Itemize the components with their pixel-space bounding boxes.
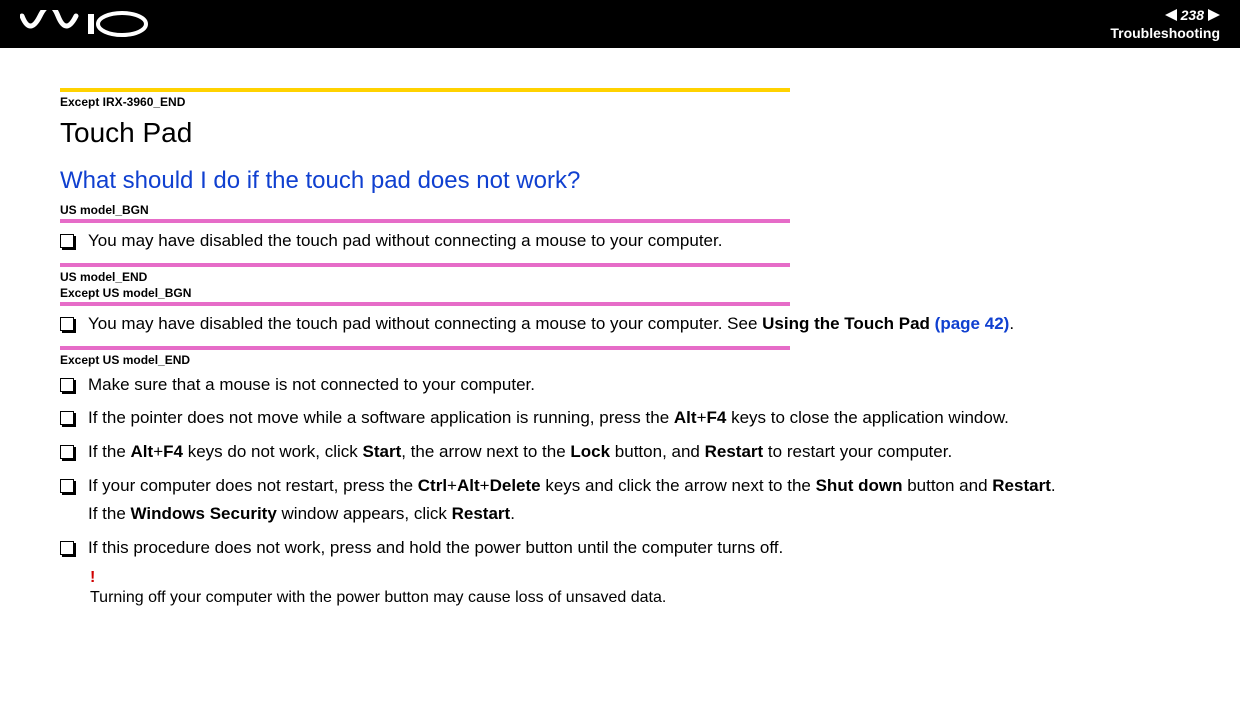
page-link[interactable]: (page 42): [935, 314, 1010, 333]
marker-us-bgn: US model_BGN: [60, 203, 1180, 223]
bullet-icon: [60, 411, 72, 423]
list-item: You may have disabled the touch pad with…: [60, 229, 1180, 253]
page-content: Except IRX-3960_END Touch Pad What shoul…: [0, 48, 1240, 627]
vaio-logo: [20, 10, 160, 38]
section-title: Touch Pad: [60, 117, 1180, 149]
marker-bar-yellow: [60, 88, 790, 92]
list-item: If your computer does not restart, press…: [60, 474, 1180, 526]
nav-prev-icon[interactable]: [1165, 9, 1177, 21]
caution-icon: !: [90, 569, 1180, 587]
marker-except-us-end: Except US model_END: [60, 346, 1180, 367]
section-label: Troubleshooting: [1110, 24, 1220, 42]
nav-next-icon[interactable]: [1208, 9, 1220, 21]
bullet-icon: [60, 317, 72, 329]
list-item: If the Alt+F4 keys do not work, click St…: [60, 440, 1180, 464]
bullet-icon: [60, 234, 72, 246]
marker-bar-magenta: [60, 219, 790, 223]
list-item: You may have disabled the touch pad with…: [60, 312, 1180, 336]
bullet-icon: [60, 445, 72, 457]
list-item: If the pointer does not move while a sof…: [60, 406, 1180, 430]
list-item: Make sure that a mouse is not connected …: [60, 373, 1180, 397]
marker-except-irx: Except IRX-3960_END: [60, 88, 1180, 109]
list-item: If this procedure does not work, press a…: [60, 536, 1180, 560]
page-number: 238: [1181, 6, 1204, 24]
bullet-icon: [60, 479, 72, 491]
marker-us-end-except-us-bgn: US model_END Except US model_BGN: [60, 263, 1180, 306]
page-header: 238 Troubleshooting: [0, 0, 1240, 48]
bullet-icon: [60, 541, 72, 553]
header-meta: 238 Troubleshooting: [1110, 6, 1220, 42]
bullet-icon: [60, 378, 72, 390]
caution-note: ! Turning off your computer with the pow…: [90, 569, 1180, 607]
question-heading: What should I do if the touch pad does n…: [60, 167, 1180, 195]
